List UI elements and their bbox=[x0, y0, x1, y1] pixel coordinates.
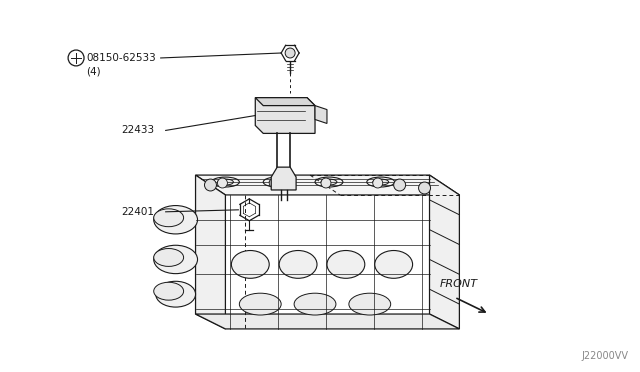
Polygon shape bbox=[196, 175, 225, 329]
Ellipse shape bbox=[321, 179, 337, 185]
Polygon shape bbox=[429, 175, 460, 329]
Ellipse shape bbox=[154, 209, 184, 227]
Ellipse shape bbox=[367, 177, 395, 187]
Ellipse shape bbox=[279, 250, 317, 278]
Polygon shape bbox=[255, 98, 315, 134]
Text: 22433: 22433 bbox=[121, 125, 154, 135]
Polygon shape bbox=[315, 106, 327, 124]
Ellipse shape bbox=[315, 177, 343, 187]
Ellipse shape bbox=[211, 177, 239, 187]
Ellipse shape bbox=[269, 179, 285, 185]
Ellipse shape bbox=[218, 179, 234, 185]
Ellipse shape bbox=[239, 293, 281, 315]
Circle shape bbox=[285, 48, 295, 58]
Ellipse shape bbox=[375, 250, 413, 278]
Ellipse shape bbox=[372, 179, 388, 185]
Text: 22401: 22401 bbox=[121, 207, 154, 217]
Ellipse shape bbox=[294, 293, 336, 315]
Polygon shape bbox=[255, 98, 315, 106]
Ellipse shape bbox=[154, 206, 198, 234]
Text: (4): (4) bbox=[86, 67, 100, 77]
Ellipse shape bbox=[156, 281, 196, 307]
Text: FRONT: FRONT bbox=[440, 279, 477, 289]
Ellipse shape bbox=[154, 245, 198, 274]
Ellipse shape bbox=[349, 293, 390, 315]
Polygon shape bbox=[271, 167, 296, 190]
Circle shape bbox=[372, 178, 383, 188]
Polygon shape bbox=[196, 175, 460, 195]
Ellipse shape bbox=[154, 248, 184, 266]
Text: J22000VV: J22000VV bbox=[582, 351, 628, 361]
Ellipse shape bbox=[232, 250, 269, 278]
Circle shape bbox=[269, 178, 279, 188]
Ellipse shape bbox=[327, 250, 365, 278]
Circle shape bbox=[218, 178, 227, 188]
Polygon shape bbox=[196, 314, 460, 329]
Text: 08150-62533: 08150-62533 bbox=[86, 53, 156, 63]
Ellipse shape bbox=[263, 177, 291, 187]
Circle shape bbox=[394, 179, 406, 191]
Circle shape bbox=[419, 182, 431, 194]
Circle shape bbox=[205, 179, 216, 191]
Ellipse shape bbox=[154, 282, 184, 300]
Circle shape bbox=[321, 178, 331, 188]
Circle shape bbox=[68, 50, 84, 66]
